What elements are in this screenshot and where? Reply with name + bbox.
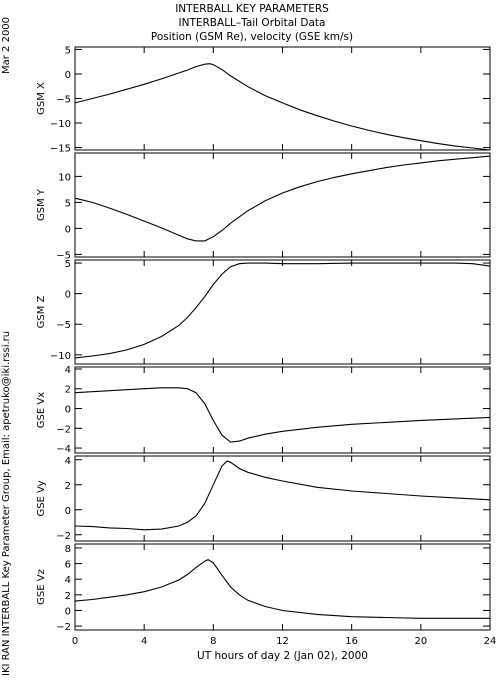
series-line: [74, 262, 491, 359]
y-tick-label: −2: [56, 622, 71, 633]
y-tick-label: −5: [56, 250, 71, 261]
y-tick-label: 2: [65, 591, 71, 602]
panel-frame: [74, 46, 491, 151]
y-axis-label: GSM X: [36, 82, 47, 115]
y-tick-label: 4: [65, 365, 71, 376]
y-tick-label: −5: [56, 320, 71, 331]
y-tick-label: −15: [50, 144, 71, 155]
x-tick-label: 8: [210, 636, 216, 647]
x-tick-label: 12: [276, 636, 289, 647]
x-tick-label: 16: [345, 636, 358, 647]
chart-subtitle: INTERBALL–Tail Orbital Data: [178, 17, 326, 29]
y-tick-label: 2: [65, 385, 71, 396]
x-tick-label: 4: [141, 636, 147, 647]
y-tick-label: 5: [65, 45, 71, 56]
y-tick-label: 10: [58, 172, 71, 183]
y-axis-label: GSM Y: [36, 188, 47, 221]
y-tick-label: 5: [65, 259, 71, 270]
panel-frame: [74, 543, 491, 631]
y-tick-label: 4: [65, 575, 71, 586]
chart-title: INTERBALL KEY PARAMETERS: [175, 3, 329, 15]
y-tick-label: 4: [65, 456, 71, 467]
y-tick-label: 0: [65, 606, 71, 617]
y-axis-label: GSE Vx: [36, 392, 47, 428]
y-tick-label: −2: [56, 424, 71, 435]
y-axis-label: GSM Z: [36, 295, 47, 328]
y-tick-label: −10: [50, 119, 71, 130]
y-tick-label: 0: [65, 506, 71, 517]
x-tick-label: 24: [484, 636, 497, 647]
y-tick-label: 0: [65, 290, 71, 301]
panel-frame: [74, 259, 491, 365]
y-tick-label: 0: [65, 70, 71, 81]
series-line: [74, 460, 491, 531]
chart-caption: Position (GSM Re), velocity (GSE km/s): [150, 31, 354, 43]
y-tick-label: 6: [65, 560, 71, 571]
y-tick-label: −4: [56, 444, 71, 455]
y-tick-label: −10: [50, 351, 71, 362]
y-axis-label: GSE Vz: [36, 569, 47, 605]
y-tick-label: 0: [65, 224, 71, 235]
y-axis-label: GSE Vy: [36, 480, 47, 516]
y-tick-label: −5: [56, 95, 71, 106]
y-tick-label: 8: [65, 544, 71, 555]
series-line: [74, 155, 491, 242]
panel-frame: [74, 152, 491, 258]
series-line: [74, 558, 490, 619]
y-tick-label: −2: [56, 531, 71, 542]
y-tick-label: 5: [65, 198, 71, 209]
x-tick-label: 0: [72, 636, 78, 647]
panel-frame: [74, 455, 491, 542]
panel-frame: [74, 366, 491, 454]
series-line: [74, 63, 491, 151]
x-tick-label: 20: [414, 636, 427, 647]
y-tick-label: 2: [65, 481, 71, 492]
series-line: [74, 387, 491, 443]
x-axis-label: UT hours of day 2 (Jan 02), 2000: [197, 650, 368, 662]
y-tick-label: 0: [65, 405, 71, 416]
